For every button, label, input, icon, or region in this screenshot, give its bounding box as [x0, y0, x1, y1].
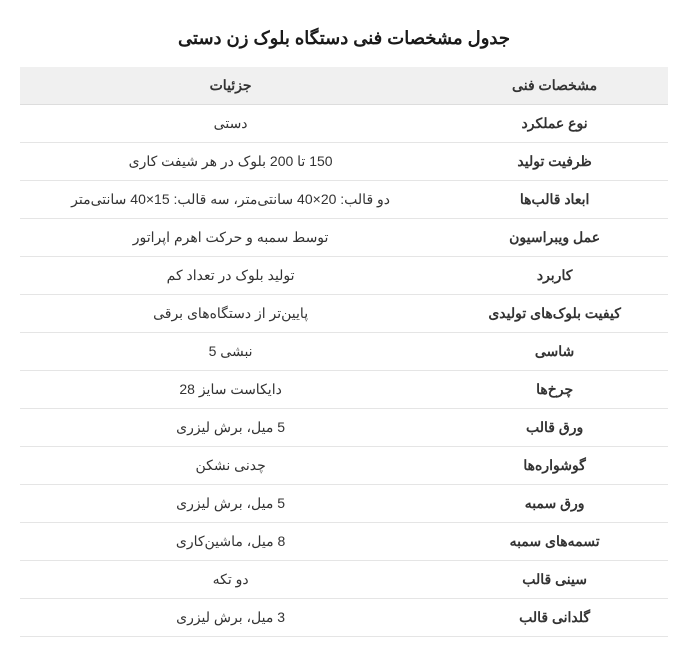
table-row: عمل ویبراسیونتوسط سمبه و حرکت اهرم اپرات…: [20, 219, 668, 257]
cell-detail: توسط سمبه و حرکت اهرم اپراتور: [20, 219, 441, 257]
cell-spec: چرخ‌ها: [441, 371, 668, 409]
table-row: کیفیت بلوک‌های تولیدیپایین‌تر از دستگاه‌…: [20, 295, 668, 333]
table-row: شاسینبشی 5: [20, 333, 668, 371]
table-body: نوع عملکرددستی ظرفیت تولید150 تا 200 بلو…: [20, 105, 668, 637]
header-detail: جزئیات: [20, 67, 441, 105]
cell-detail: 5 میل، برش لیزری: [20, 409, 441, 447]
cell-detail: پایین‌تر از دستگاه‌های برقی: [20, 295, 441, 333]
table-row: سینی قالبدو تکه: [20, 561, 668, 599]
cell-detail: دایکاست سایز 28: [20, 371, 441, 409]
cell-detail: دو قالب: 20×40 سانتی‌متر، سه قالب: 15×40…: [20, 181, 441, 219]
table-row: تسمه‌های سمبه8 میل، ماشین‌کاری: [20, 523, 668, 561]
cell-spec: ابعاد قالب‌ها: [441, 181, 668, 219]
cell-detail: 3 میل، برش لیزری: [20, 599, 441, 637]
table-row: ورق سمبه5 میل، برش لیزری: [20, 485, 668, 523]
cell-spec: ظرفیت تولید: [441, 143, 668, 181]
cell-detail: 150 تا 200 بلوک در هر شیفت کاری: [20, 143, 441, 181]
cell-detail: 8 میل، ماشین‌کاری: [20, 523, 441, 561]
table-row: ابعاد قالب‌هادو قالب: 20×40 سانتی‌متر، س…: [20, 181, 668, 219]
header-spec: مشخصات فنی: [441, 67, 668, 105]
cell-detail: 5 میل، برش لیزری: [20, 485, 441, 523]
cell-spec: تسمه‌های سمبه: [441, 523, 668, 561]
cell-detail: دو تکه: [20, 561, 441, 599]
cell-spec: نوع عملکرد: [441, 105, 668, 143]
cell-detail: چدنی نشکن: [20, 447, 441, 485]
specs-table: مشخصات فنی جزئیات نوع عملکرددستی ظرفیت ت…: [20, 67, 668, 637]
cell-spec: کاربرد: [441, 257, 668, 295]
cell-spec: شاسی: [441, 333, 668, 371]
table-header-row: مشخصات فنی جزئیات: [20, 67, 668, 105]
table-row: گلدانی قالب3 میل، برش لیزری: [20, 599, 668, 637]
cell-spec: کیفیت بلوک‌های تولیدی: [441, 295, 668, 333]
table-row: ورق قالب5 میل، برش لیزری: [20, 409, 668, 447]
cell-spec: گلدانی قالب: [441, 599, 668, 637]
cell-detail: نبشی 5: [20, 333, 441, 371]
table-row: ظرفیت تولید150 تا 200 بلوک در هر شیفت کا…: [20, 143, 668, 181]
table-row: چرخ‌هادایکاست سایز 28: [20, 371, 668, 409]
cell-spec: گوشواره‌ها: [441, 447, 668, 485]
table-row: گوشواره‌هاچدنی نشکن: [20, 447, 668, 485]
table-row: نوع عملکرددستی: [20, 105, 668, 143]
cell-spec: ورق سمبه: [441, 485, 668, 523]
table-row: کاربردتولید بلوک در تعداد کم: [20, 257, 668, 295]
cell-detail: دستی: [20, 105, 441, 143]
cell-spec: عمل ویبراسیون: [441, 219, 668, 257]
cell-detail: تولید بلوک در تعداد کم: [20, 257, 441, 295]
cell-spec: ورق قالب: [441, 409, 668, 447]
cell-spec: سینی قالب: [441, 561, 668, 599]
page-title: جدول مشخصات فنی دستگاه بلوک زن دستی: [20, 28, 668, 49]
